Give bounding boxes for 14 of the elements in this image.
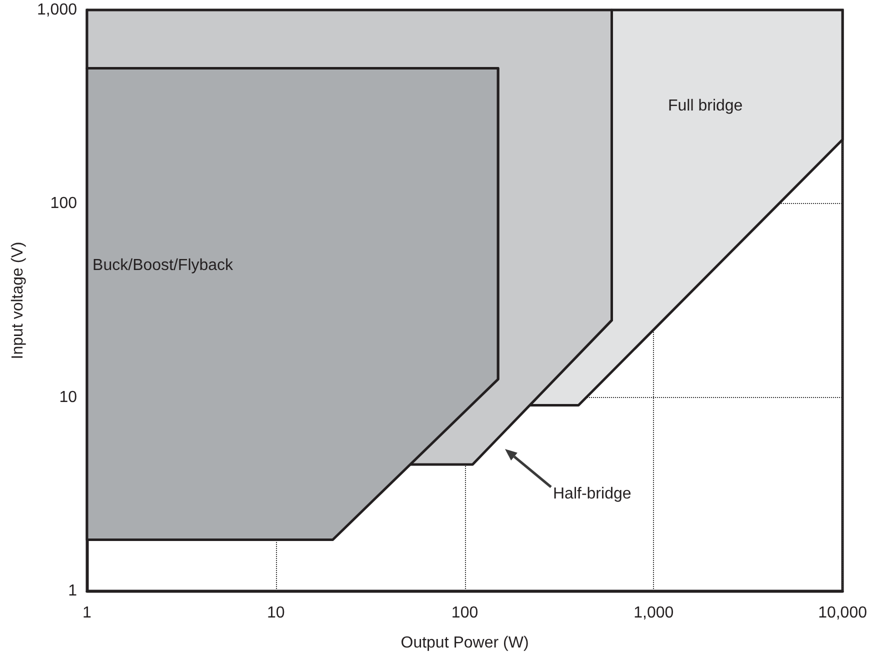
annotation: Buck/Boost/Flyback <box>92 256 234 274</box>
annotation: Full bridge <box>668 98 743 114</box>
y-tick-label: 1,000 <box>36 2 78 18</box>
x-tick-label: 10 <box>266 604 285 622</box>
x-tick-label: 1,000 <box>634 604 674 622</box>
annotation: Half-bridge <box>553 486 632 502</box>
y-tick-label: 10 <box>59 388 78 406</box>
x-tick-label: 10,000 <box>818 604 868 622</box>
x-tick-label: 1 <box>82 604 92 622</box>
y-tick-label: 1 <box>68 582 78 600</box>
y-axis-title: Input voltage (V) <box>10 242 27 360</box>
x-tick-label: 100 <box>451 604 478 622</box>
y-tick-label: 100 <box>50 195 78 212</box>
x-axis-title: Output Power (W) <box>400 634 529 652</box>
